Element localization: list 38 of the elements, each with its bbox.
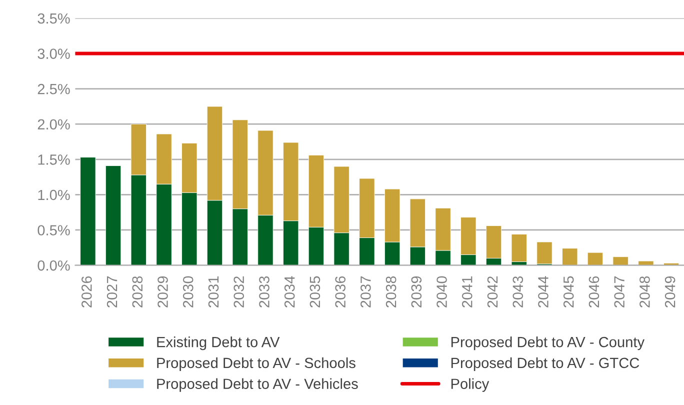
x-tick-label: 2030 xyxy=(182,276,194,308)
x-tick-label: 2040 xyxy=(436,276,447,308)
x-tick-label: 2031 xyxy=(208,276,219,308)
y-tick-label: 2.5% xyxy=(38,84,70,94)
x-tick-label: 2026 xyxy=(82,276,92,308)
y-tick-label: 2.0% xyxy=(38,119,70,130)
legend-label: Existing Debt to AV xyxy=(157,336,280,350)
legend-label: Proposed Debt to AV - GTCC xyxy=(451,357,640,371)
x-tick-label: 2049 xyxy=(664,276,676,308)
y-tick-label: 1.5% xyxy=(38,154,70,165)
x-tick-label: 2035 xyxy=(310,276,320,308)
x-tick-label: 2027 xyxy=(106,276,118,308)
x-tick-label: 2038 xyxy=(386,276,396,308)
x-tick-label: 2032 xyxy=(234,276,244,308)
x-tick-label: 2042 xyxy=(487,276,498,308)
x-tick-label: 2041 xyxy=(462,276,472,308)
legend-label: Policy xyxy=(451,378,490,392)
x-tick-label: 2046 xyxy=(588,276,600,308)
legend-label: Proposed Debt to AV - Schools xyxy=(157,357,356,371)
x-tick-label: 2036 xyxy=(335,276,346,308)
x-tick-label: 2028 xyxy=(132,276,143,308)
y-tick-label: 0.5% xyxy=(38,225,70,236)
x-tick-label: 2029 xyxy=(158,276,168,308)
x-tick-label: 2043 xyxy=(512,276,524,308)
y-tick-label: 3.0% xyxy=(38,48,70,59)
y-tick-label: 0.0% xyxy=(38,260,70,271)
x-tick-label: 2037 xyxy=(360,276,371,308)
x-tick-label: 2048 xyxy=(640,276,650,308)
x-tick-label: 2039 xyxy=(411,276,422,308)
x-tick-label: 2047 xyxy=(614,276,624,308)
y-tick-label: 3.5% xyxy=(38,13,70,24)
x-tick-label: 2033 xyxy=(259,276,270,308)
x-tick-label: 2045 xyxy=(563,276,574,308)
legend-label: Proposed Debt to AV - Vehicles xyxy=(157,378,358,392)
x-tick-label: 2044 xyxy=(538,276,548,308)
x-tick-label: 2034 xyxy=(284,276,295,308)
y-tick-label: 1.0% xyxy=(38,190,70,200)
legend-label: Proposed Debt to AV - County xyxy=(451,336,645,350)
